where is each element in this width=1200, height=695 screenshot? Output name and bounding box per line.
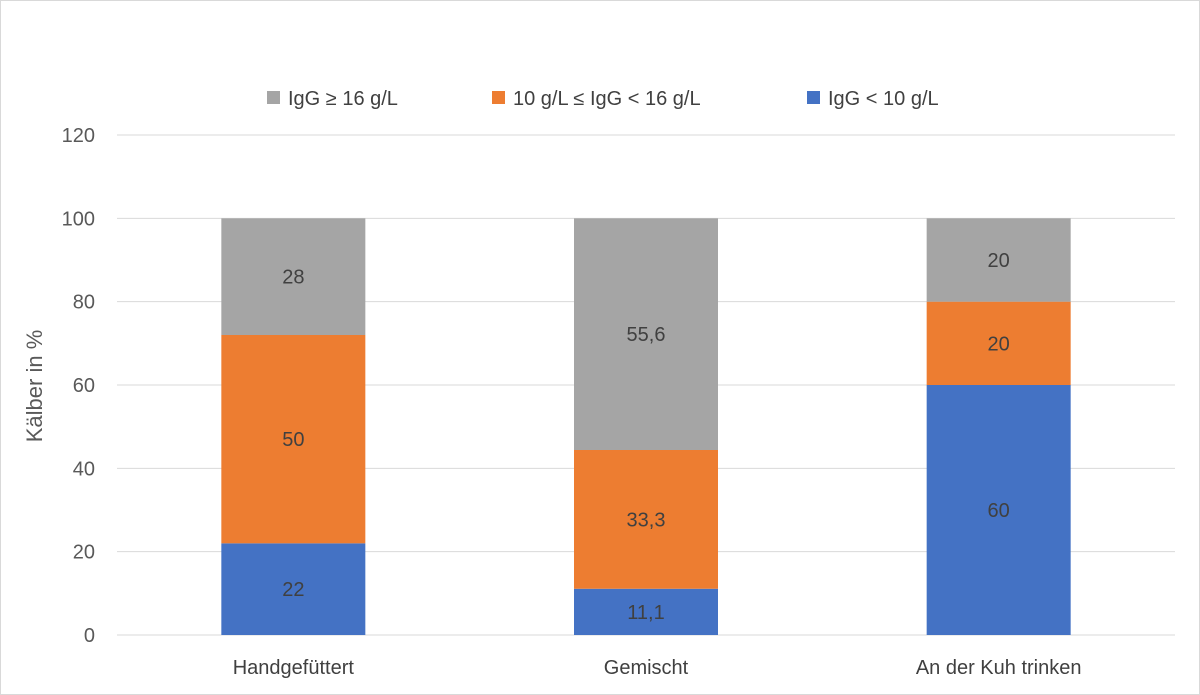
bar-segment (221, 543, 366, 635)
data-label: 28 (282, 267, 304, 289)
legend-label: IgG ≥ 16 g/L (288, 88, 398, 110)
legend-swatch (492, 91, 505, 104)
y-tick-label: 20 (73, 542, 95, 564)
bar-segment (221, 335, 366, 544)
bar-segment (926, 385, 1071, 635)
bars (221, 218, 1071, 635)
y-tick-label: 0 (84, 625, 95, 647)
y-tick-label: 120 (62, 125, 95, 147)
y-tick-label: 60 (73, 375, 95, 397)
x-category-label: Handgefüttert (233, 657, 355, 679)
bar-segment (926, 301, 1071, 385)
bar-segment (574, 588, 718, 635)
bar-segment (574, 450, 718, 589)
data-label: 22 (282, 579, 304, 601)
data-label: 50 (282, 429, 304, 451)
legend-swatch (267, 91, 280, 104)
bar-segment (574, 218, 718, 450)
y-tick-label: 80 (73, 292, 95, 314)
legend: IgG ≥ 16 g/L 10 g/L ≤ IgG < 16 g/L IgG < 1… (267, 88, 939, 110)
y-axis-ticks: 0 20 40 60 80 100 120 (62, 125, 95, 647)
legend-label: IgG < 10 g/L (828, 88, 939, 110)
y-tick-label: 40 (73, 458, 95, 480)
legend-label: 10 g/L ≤ IgG < 16 g/L (513, 88, 701, 110)
x-category-label: An der Kuh trinken (916, 657, 1082, 679)
x-axis-categories: Handgefüttert Gemischt An der Kuh trinken (233, 657, 1082, 679)
x-category-label: Gemischt (604, 657, 689, 679)
legend-swatch (807, 91, 820, 104)
y-axis-label: Kälber in % (22, 330, 47, 443)
data-label: 11,1 (627, 602, 664, 624)
y-tick-label: 100 (62, 208, 95, 230)
data-label: 60 (988, 500, 1010, 522)
data-labels: 22 50 28 11,1 33,3 55,6 60 20 20 (282, 250, 1010, 624)
bar-segment (926, 218, 1071, 302)
data-label: 20 (988, 250, 1010, 272)
data-label: 33,3 (627, 509, 666, 531)
data-label: 55,6 (627, 324, 666, 346)
data-label: 20 (988, 333, 1010, 355)
bar-segment (221, 218, 366, 335)
